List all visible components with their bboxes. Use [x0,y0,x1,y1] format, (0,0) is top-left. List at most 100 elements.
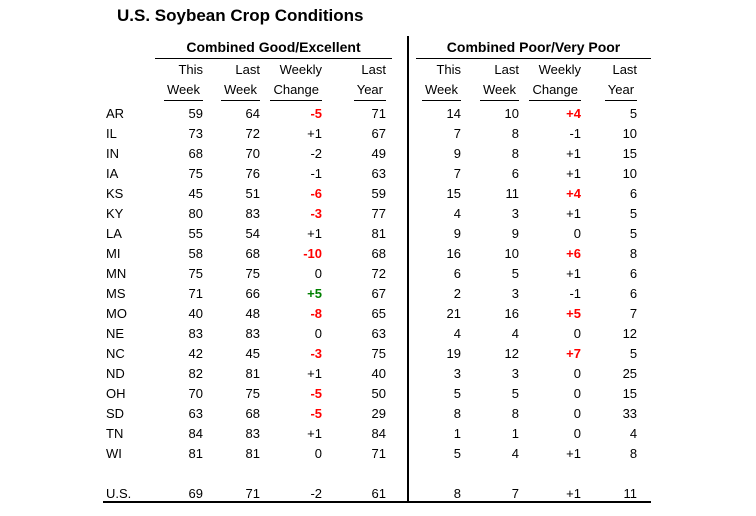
poor-very-poor-last-year: 5 [629,346,638,361]
good-excellent-last-year: 68 [371,246,386,261]
good-excellent-last-week: 66 [245,286,260,301]
good-excellent-weekly-change: +1 [307,366,322,381]
good-excellent-last-year: 50 [371,386,386,401]
poor-very-poor-last-year: 25 [622,366,638,381]
header-word: Last [494,62,519,77]
poor-very-poor-this-week: 5 [453,386,461,401]
header-word-underlined: Year [604,80,638,101]
poor-very-poor-last-year: 15 [622,386,638,401]
poor-very-poor-last-week: 10 [504,106,519,121]
good-excellent-last-year: 59 [371,186,386,201]
state-row: MI 58 68 -10 68 16 10 +6 8 [103,241,651,261]
poor-very-poor-last-week: 8 [511,146,519,161]
poor-very-poor-this-week: 2 [453,286,461,301]
good-excellent-weekly-change: -8 [310,306,322,321]
poor-very-poor-last-week: 11 [505,186,520,201]
poor-very-poor-last-year: 10 [622,126,638,141]
state-column-spacer [103,59,155,102]
good-excellent-last-week: 64 [245,106,260,121]
good-excellent-last-year: 77 [371,206,386,221]
poor-very-poor-this-week: 21 [446,306,461,321]
col-header-this-week: This Week [155,59,203,101]
state-label: NE [106,326,125,341]
good-excellent-last-year: 72 [371,266,386,281]
col-header-last-week: Last Week [203,59,260,101]
poor-very-poor-weekly-change: +7 [566,346,581,361]
header-word-underlined: Week [422,80,461,101]
poor-very-poor-last-week: 4 [511,326,519,341]
good-excellent-last-week: 75 [245,386,260,401]
good-excellent-last-week: 45 [245,346,260,361]
column-gap [392,161,416,181]
poor-very-poor-this-week: 9 [453,226,461,241]
good-excellent-weekly-change: -5 [310,386,322,401]
spacer-row [103,461,651,481]
poor-very-poor-weekly-change: -1 [569,286,581,301]
poor-very-poor-weekly-change: +5 [566,306,581,321]
column-gap [392,381,416,401]
poor-very-poor-last-week: 3 [511,366,519,381]
poor-very-poor-this-week: 3 [453,366,461,381]
poor-very-poor-last-year: 11 [623,486,638,501]
state-row: MO 40 48 -8 65 21 16 +5 7 [103,301,651,321]
state-label: IN [106,146,119,161]
state-label: TN [106,426,124,441]
good-excellent-this-week: 73 [188,126,203,141]
poor-very-poor-last-year: 12 [622,326,638,341]
state-column-spacer [103,36,155,59]
good-excellent-this-week: 58 [188,246,203,261]
poor-very-poor-last-year: 15 [622,146,638,161]
good-excellent-weekly-change: -3 [310,206,322,221]
good-excellent-last-week: 54 [245,226,260,241]
good-excellent-last-week: 83 [245,206,260,221]
good-excellent-this-week: 83 [188,326,203,341]
good-excellent-weekly-change: +1 [307,126,322,141]
state-label: LA [106,226,122,241]
poor-very-poor-this-week: 8 [453,486,461,501]
good-excellent-last-year: 49 [371,146,386,161]
good-excellent-last-week: 83 [245,326,260,341]
state-label: IL [106,126,117,141]
state-row: ND 82 81 +1 40 3 3 0 25 [103,361,651,381]
column-gap [392,401,416,421]
header-word-underlined: Change [270,80,322,101]
good-excellent-last-week: 83 [245,426,260,441]
state-row: MN 75 75 0 72 6 5 +1 6 [103,261,651,281]
header-word: This [178,62,203,77]
good-excellent-last-week: 81 [245,366,260,381]
good-excellent-last-year: 67 [371,286,386,301]
good-excellent-this-week: 45 [188,186,203,201]
state-label: MI [106,246,121,261]
state-row: TN 84 83 +1 84 1 1 0 4 [103,421,651,441]
state-label: MO [106,306,127,321]
poor-very-poor-weekly-change: +1 [566,206,581,221]
poor-very-poor-weekly-change: +4 [566,186,581,201]
good-excellent-last-week: 48 [245,306,260,321]
good-excellent-last-year: 75 [371,346,386,361]
header-word: Weekly [538,62,581,77]
poor-very-poor-weekly-change: 0 [573,386,581,401]
poor-very-poor-last-year: 5 [629,226,638,241]
poor-very-poor-last-week: 8 [511,406,519,421]
header-word: This [436,62,461,77]
good-excellent-this-week: 55 [188,226,203,241]
good-excellent-this-week: 71 [188,286,203,301]
poor-very-poor-this-week: 7 [453,166,461,181]
good-excellent-weekly-change: 0 [314,446,322,461]
header-word-underlined: Year [353,80,386,101]
state-label: NC [106,346,125,361]
state-row: KY 80 83 -3 77 4 3 +1 5 [103,201,651,221]
poor-very-poor-this-week: 15 [446,186,461,201]
poor-very-poor-last-week: 10 [504,246,519,261]
poor-very-poor-last-week: 6 [511,166,519,181]
state-label: IA [106,166,119,181]
good-excellent-last-week: 70 [245,146,260,161]
column-gap [392,301,416,321]
good-excellent-weekly-change: -6 [310,186,322,201]
poor-very-poor-weekly-change: -1 [569,126,581,141]
page-title: U.S. Soybean Crop Conditions [117,6,364,25]
good-excellent-last-week: 71 [245,486,260,501]
good-excellent-weekly-change: -5 [310,406,322,421]
column-gap [392,481,416,502]
col-header-this-week: This Week [416,59,461,101]
